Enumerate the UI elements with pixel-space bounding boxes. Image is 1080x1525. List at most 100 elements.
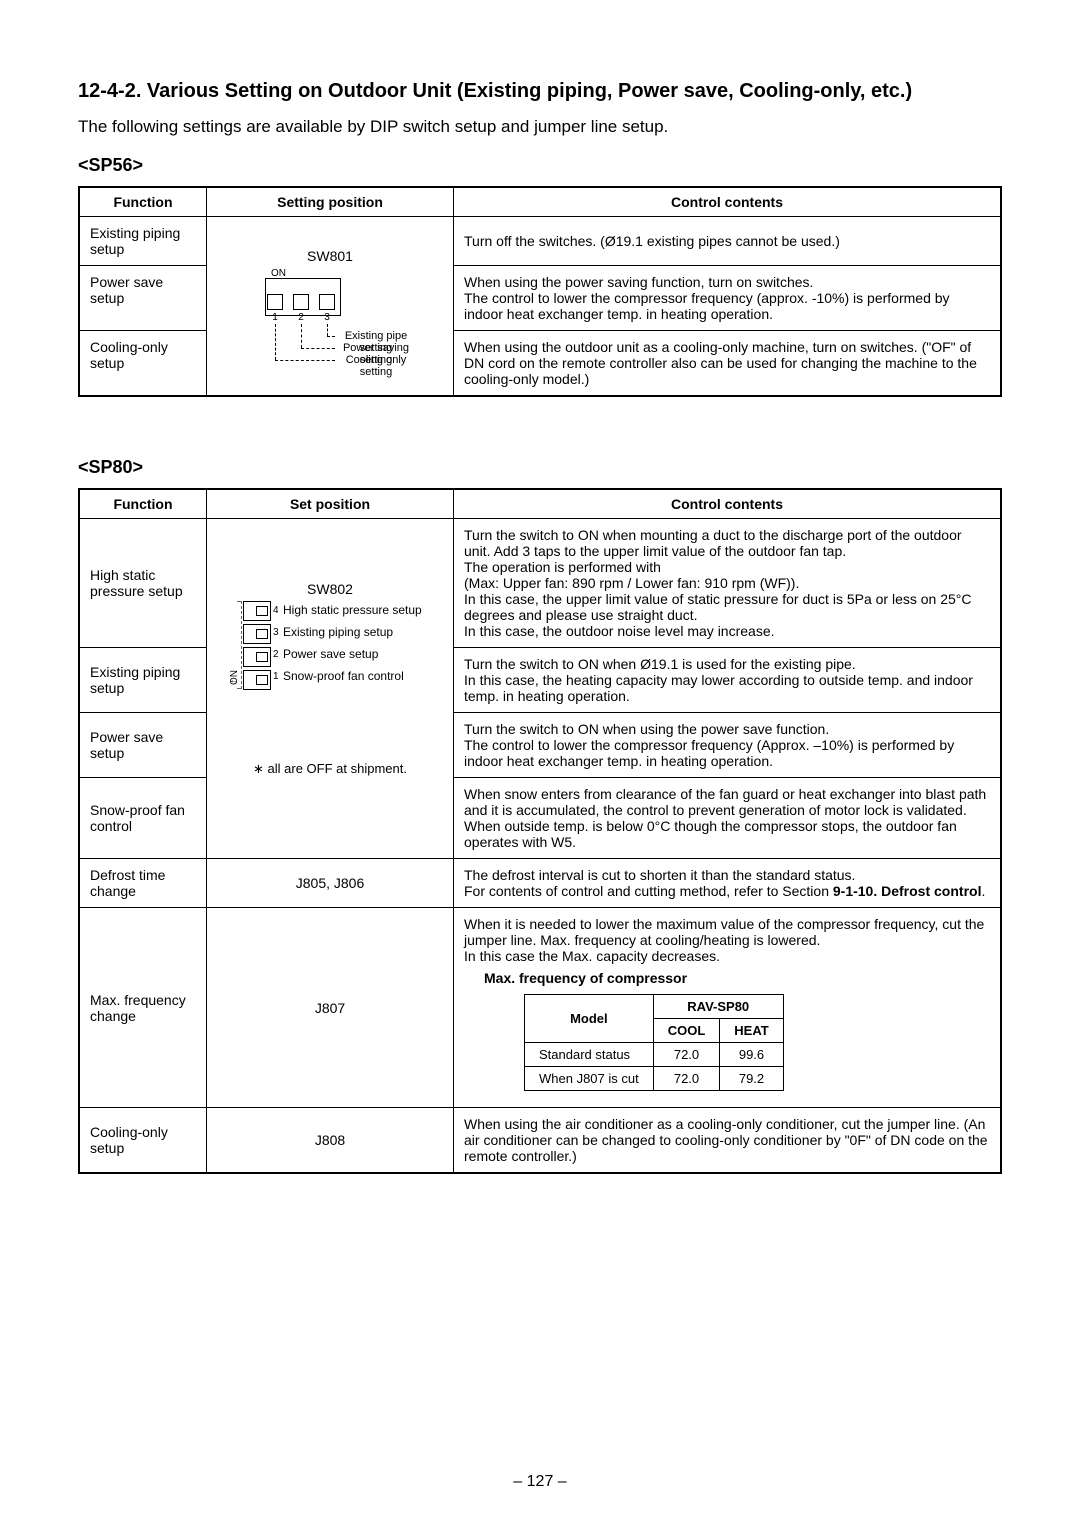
bracket [237,601,242,689]
cell-control: When using the power saving function, tu… [454,266,1002,331]
legend-item: Power save setup [283,647,378,661]
cell-function: Max. frequency change [79,908,207,1108]
control-line: When it is needed to lower the maximum v… [464,916,990,948]
intro-text: The following settings are available by … [78,117,1002,137]
legend-item: High static pressure setup [283,603,422,617]
cell-value: 72.0 [653,1043,720,1067]
cell-function: High static pressure setup [79,519,207,648]
cell-function: Cooling-only setup [79,331,207,397]
control-line: In this case, the outdoor noise level ma… [464,623,990,639]
switch-number: 2 [273,649,279,660]
cell-function: Snow-proof fan control [79,778,207,859]
cell-function: Existing piping setup [79,217,207,266]
control-line: When snow enters from clearance of the f… [464,786,990,818]
switch-boxes [267,294,335,310]
cell-set-position: J807 [207,908,454,1108]
th-heat: HEAT [720,1019,783,1043]
table-row: When J807 is cut 72.0 79.2 [525,1067,784,1091]
section-title: 12-4-2. Various Setting on Outdoor Unit … [78,80,1002,103]
switch-number: 3 [319,312,335,323]
th-setting-position: Setting position [207,187,454,217]
control-line: In this case, the upper limit value of s… [464,591,990,623]
switch-number: 3 [273,627,279,638]
cell-set-position: J805, J806 [207,859,454,908]
cell-control: When using the air conditioner as a cool… [454,1108,1002,1174]
switch-label: SW802 [225,581,435,597]
cell-control: Turn the switch to ON when using the pow… [454,713,1002,778]
cell-control: When snow enters from clearance of the f… [454,778,1002,859]
legend-item: Snow-proof fan control [283,669,404,683]
table-header-row: Function Setting position Control conten… [79,187,1001,217]
leader-line [275,360,335,361]
table-row: Cooling-only setup J808 When using the a… [79,1108,1001,1174]
leader-line [275,324,276,360]
th-function: Function [79,187,207,217]
th-control-contents: Control contents [454,187,1002,217]
switch-box [319,294,335,310]
control-line: The defrost interval is cut to shorten i… [464,867,990,883]
leader-line [301,348,335,349]
cell-function: Defrost time change [79,859,207,908]
cell-control: Turn the switch to ON when Ø19.1 is used… [454,648,1002,713]
table-row: Standard status 72.0 99.6 [525,1043,784,1067]
cell-control: Turn off the switches. (Ø19.1 existing p… [454,217,1002,266]
table-row: High static pressure setup SW802 4 3 2 1… [79,519,1001,648]
sw802-diagram: SW802 4 3 2 1 High static pressure setup… [225,581,435,731]
legend-item: Cooling only setting [337,354,415,378]
switch-box [267,294,283,310]
cell-function: Existing piping setup [79,648,207,713]
switch-cell [243,647,271,667]
leader-line [327,324,328,336]
table-row: Max. frequency change J807 When it is ne… [79,908,1001,1108]
cell-value: 79.2 [720,1067,783,1091]
control-line: Turn the switch to ON when Ø19.1 is used… [464,656,990,672]
cell-control: The defrost interval is cut to shorten i… [454,859,1002,908]
switch-knob [256,606,268,616]
switch-stack [243,601,271,693]
cell-control: When it is needed to lower the maximum v… [454,908,1002,1108]
cell-control: When using the outdoor unit as a cooling… [454,331,1002,397]
switch-label: SW801 [245,248,415,264]
switch-knob [256,675,268,685]
table-header-row: Function Set position Control contents [79,489,1001,519]
th-function: Function [79,489,207,519]
sp56-heading: <SP56> [78,155,1002,176]
cell-setting-diagram: SW801 ON 1 2 3 [207,217,454,397]
control-line: Turn the switch to ON when mounting a du… [464,527,990,559]
control-line: When outside temp. is below 0°C though t… [464,818,990,850]
control-line: (Max: Upper fan: 890 rpm / Lower fan: 91… [464,575,990,591]
cell-setting-diagram: SW802 4 3 2 1 High static pressure setup… [207,519,454,859]
switch-number: 4 [273,605,279,616]
switch-numbers-row: 1 2 3 [267,312,335,323]
sp80-table: Function Set position Control contents H… [78,488,1002,1174]
control-line: For contents of control and cutting meth… [464,883,990,899]
switch-box [293,294,309,310]
cell-function: Power save setup [79,266,207,331]
sp56-table: Function Setting position Control conten… [78,186,1002,397]
th-control-contents: Control contents [454,489,1002,519]
control-line: In this case, the heating capacity may l… [464,672,990,704]
diagram-note: ∗ all are OFF at shipment. [217,761,443,777]
switch-number: 1 [273,671,279,682]
cell-function: Power save setup [79,713,207,778]
cell-value: 99.6 [720,1043,783,1067]
cell-set-position: J808 [207,1108,454,1174]
control-line: In this case the Max. capacity decreases… [464,948,990,964]
mini-table-title: Max. frequency of compressor [484,970,990,986]
table-row: Model RAV-SP80 [525,995,784,1019]
switch-number: 2 [293,312,309,323]
sp80-heading: <SP80> [78,457,1002,478]
cell-label: When J807 is cut [525,1067,654,1091]
th-cool: COOL [653,1019,720,1043]
table-row: Existing piping setup SW801 ON 1 2 3 [79,217,1001,266]
switch-cell [243,601,271,621]
switch-cell [243,670,271,690]
control-line: Turn the switch to ON when using the pow… [464,721,990,737]
max-frequency-table: Model RAV-SP80 COOL HEAT Standard status… [524,994,784,1091]
switch-knob [256,652,268,662]
control-line: The operation is performed with [464,559,990,575]
leader-line [327,336,335,337]
cell-function: Cooling-only setup [79,1108,207,1174]
control-line: The control to lower the compressor freq… [464,737,990,769]
th-set-position: Set position [207,489,454,519]
